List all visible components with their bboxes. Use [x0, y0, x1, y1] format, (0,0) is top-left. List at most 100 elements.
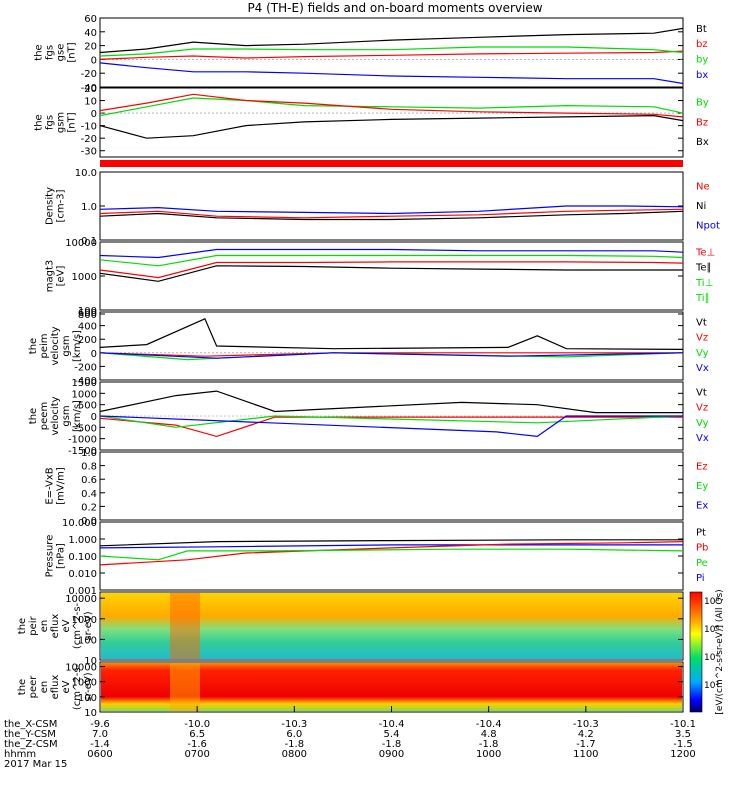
ylabel-peer_spec: the: [17, 679, 28, 695]
xtick-label-x: -10.3: [281, 719, 307, 730]
figure-title: P4 (TH-E) fields and on-board moments ov…: [247, 1, 542, 15]
ylabel-fgs_gsm: the: [34, 114, 45, 130]
ylabel-density: Density: [45, 187, 56, 225]
colorbar-label: 10⁴: [704, 653, 719, 663]
xtick-label-x: -10.3: [573, 719, 599, 730]
ytick-label: -30: [81, 147, 97, 158]
legend-entry: Bz: [696, 117, 708, 128]
ylabel-peim_velocity: peim: [39, 333, 50, 358]
ytick-label: 500: [78, 401, 97, 412]
series-line-bx: [99, 62, 684, 85]
ytick-label: 0: [91, 349, 97, 360]
legend-entry: bz: [696, 39, 708, 50]
ytick-label: 60: [84, 14, 97, 25]
xtick-label-time: 1100: [573, 749, 598, 760]
ytick-label: 100: [78, 635, 97, 646]
ytick-label: 600: [78, 308, 97, 319]
ylabel-peim_velocity: the: [28, 338, 39, 354]
series-line-bz: [99, 50, 684, 60]
status-bar: [100, 160, 683, 167]
ylabel-fgs_gse: fgs: [45, 45, 56, 60]
xtick-label-z: -1.6: [187, 739, 207, 750]
series-line-Ti⊥: [99, 254, 684, 267]
xaxis-row-name: the_Z-CSM: [4, 739, 58, 750]
ytick-label: 800: [78, 310, 97, 321]
ytick-label: -20: [81, 134, 97, 145]
series-line-Te∥: [99, 265, 683, 282]
series-line-Bz: [99, 93, 684, 118]
xtick-label-z: -1.7: [576, 739, 596, 750]
colorbar: [689, 591, 703, 713]
ylabel-peem_velocity: peem: [39, 402, 50, 430]
ylabel-peir_spec: (cm^2-s-: [72, 602, 83, 649]
xtick-label-z: -1.4: [90, 739, 110, 750]
panel-frame-fgs_gsm: [99, 87, 684, 158]
series-line-Npot: [99, 205, 684, 215]
legend-entry: Ey: [696, 481, 708, 492]
ytick-label: 0.1: [81, 236, 97, 247]
xtick-label-time: 0900: [379, 749, 404, 760]
ylabel-peir_spec: the: [17, 618, 28, 634]
xtick-label-y: 3.5: [675, 729, 691, 740]
ytick-label: 0.0: [81, 516, 97, 527]
legend-entry: Bt: [696, 24, 707, 35]
ylabel-peer_spec: en: [39, 681, 50, 694]
series-line-Vz: [99, 416, 683, 438]
ylabel-peim_velocity: gsm: [61, 335, 72, 356]
xtick-label-y: 7.0: [92, 729, 108, 740]
ytick-label: 0.001: [68, 586, 97, 597]
series-line-Ni: [99, 210, 684, 221]
legend-entry: Vz: [696, 403, 708, 414]
panel-frame-peir_spec: [99, 591, 684, 661]
ytick-label: 1500: [72, 378, 97, 389]
xtick-label-y: 6.5: [189, 729, 205, 740]
xtick-label-z: -1.5: [673, 739, 693, 750]
ytick-label: 0: [91, 109, 97, 120]
xtick-label-time: 1200: [670, 749, 695, 760]
legend-entry: Npot: [696, 220, 720, 231]
ylabel-peem_velocity: gsm: [61, 405, 72, 426]
xtick-label-time: 1000: [476, 749, 501, 760]
ylabel-efield: [mV/m]: [56, 467, 67, 505]
ylabel-peer_spec: eflux: [50, 675, 61, 700]
colorbar-label: 10²: [704, 681, 719, 691]
legend-entry: Ti⊥: [695, 278, 713, 289]
legend-entry: Vt: [696, 388, 707, 399]
ylabel-peim_velocity: velocity: [50, 326, 61, 365]
xtick-label-time: 0800: [282, 749, 307, 760]
legend-entry: Ni: [696, 201, 706, 212]
ytick-label: 200: [78, 335, 97, 346]
ytick-label: -20: [81, 69, 97, 80]
legend-entry: Pb: [696, 543, 708, 554]
ylabel-peer_spec: peer: [28, 675, 39, 699]
ylabel-pressure: Pressure: [45, 535, 56, 578]
panel-frame-temperature: [99, 241, 684, 311]
ylabel-efield: E=-VxB: [45, 467, 56, 504]
ylabel-peir_spec: sr-eV): [83, 611, 94, 640]
panel-frame-pressure: [99, 521, 684, 591]
series-line-Pt: [99, 539, 683, 547]
legend-entry: Pe: [696, 558, 708, 569]
series-line-Bt: [99, 27, 684, 54]
ylabel-density: [cm-3]: [56, 189, 67, 222]
series-line-by: [99, 46, 684, 57]
ytick-label: 0.6: [81, 475, 97, 486]
ylabel-peim_velocity: [km/s]: [72, 330, 83, 362]
xtick-label-time: 0700: [184, 749, 209, 760]
xtick-label-x: -10.4: [379, 719, 405, 730]
xtick-label-y: 5.4: [384, 729, 400, 740]
ytick-label: -1000: [68, 435, 97, 446]
ylabel-peem_velocity: velocity: [50, 396, 61, 435]
legend-entry: by: [696, 54, 708, 65]
ytick-label: 10000: [65, 238, 97, 249]
series-line-Pi: [99, 544, 683, 549]
ytick-label: 0.8: [81, 462, 97, 473]
legend-entry: Vy: [696, 348, 709, 359]
ytick-label: 1000: [72, 615, 97, 626]
xaxis-date: 2017 Mar 15: [4, 759, 67, 770]
series-line-Ne: [99, 208, 684, 219]
legend-entry: Bx: [696, 137, 709, 148]
ytick-label: 1.0: [81, 448, 97, 459]
